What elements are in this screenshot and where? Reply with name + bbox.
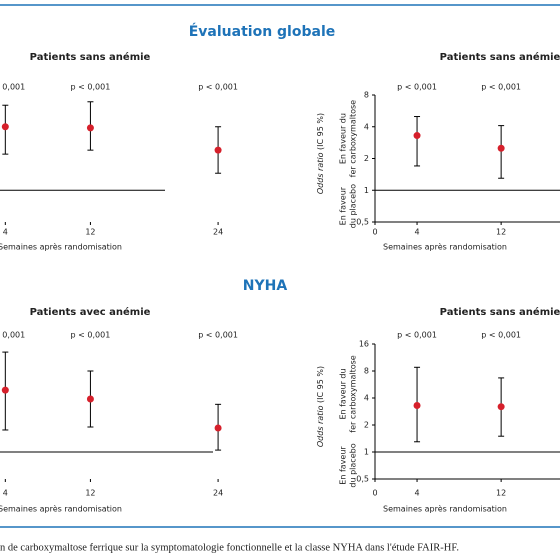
y-tick-label: 4 xyxy=(364,394,369,403)
y-tick-label: 2 xyxy=(364,421,369,430)
point xyxy=(86,395,94,403)
p-value-label: p < 0,001 xyxy=(481,83,521,92)
point xyxy=(214,146,222,154)
p-value-label: p < 0,001 xyxy=(397,83,437,92)
section-title: NYHA xyxy=(243,278,288,294)
point xyxy=(1,123,9,131)
x-axis-label: Semaines après randomisation xyxy=(383,504,507,514)
p-value-label: p < 0,001 xyxy=(397,331,437,340)
p-value-label: p < 0,001 xyxy=(71,331,111,340)
x-tick-label: 4 xyxy=(3,228,8,237)
x-tick-label: 12 xyxy=(85,228,95,237)
x-axis-label: Semaines après randomisation xyxy=(0,504,122,514)
p-value-label: p < 0,001 xyxy=(71,83,111,92)
y-axis-label-rest: (IC 95 %) xyxy=(316,113,325,153)
point xyxy=(86,124,94,132)
x-tick-label: 4 xyxy=(3,489,8,498)
x-tick-label: 12 xyxy=(496,228,506,237)
y-axis-label: Odds ratio (IC 95 %) xyxy=(316,113,325,194)
section-title: Évaluation globale xyxy=(189,23,336,40)
panel-title: Patients sans anémie xyxy=(30,51,151,63)
y-tick-label: 8 xyxy=(364,367,369,376)
point xyxy=(497,144,505,152)
y-axis-label: Odds ratio (IC 95 %) xyxy=(316,366,325,447)
y-tick-label: 1 xyxy=(364,186,369,195)
point xyxy=(214,424,222,432)
favor-label: En faveur du xyxy=(339,113,348,164)
caption: n de carboxymaltose ferrique sur la symp… xyxy=(0,542,459,553)
x-axis-label: Semaines après randomisation xyxy=(0,242,122,252)
panel-title: Patients avec anémie xyxy=(30,306,151,318)
point xyxy=(497,403,505,411)
y-axis-label-italic: Odds ratio xyxy=(316,152,325,194)
y-tick-label: 1 xyxy=(364,448,369,457)
y-tick-label: 2 xyxy=(364,154,369,163)
favor-label: fer carboxymaltose xyxy=(349,355,358,432)
point xyxy=(413,401,421,409)
y-axis-label-rest: (IC 95 %) xyxy=(316,366,325,406)
x-tick-label: 4 xyxy=(414,228,419,237)
p-value-label: p < 0,001 xyxy=(0,83,25,92)
x-axis-label: Semaines après randomisation xyxy=(383,242,507,252)
x-tick-label: 12 xyxy=(85,489,95,498)
x-tick-label: 12 xyxy=(496,489,506,498)
favor-label: En faveur xyxy=(339,446,348,485)
favor-label: fer carboxymaltose xyxy=(349,100,358,177)
x-tick-label: 0 xyxy=(372,489,377,498)
favor-label: du placebo xyxy=(349,443,358,487)
p-value-label: p < 0,001 xyxy=(481,331,521,340)
y-tick-label: 4 xyxy=(364,122,369,131)
favor-label: du placebo xyxy=(349,184,358,228)
panel-title: Patients sans anémie xyxy=(440,51,560,63)
favor-label: En faveur xyxy=(339,186,348,225)
x-tick-label: 24 xyxy=(213,228,223,237)
p-value-label: p < 0,001 xyxy=(198,83,238,92)
x-tick-label: 0 xyxy=(372,228,377,237)
p-value-label: p < 0,001 xyxy=(0,331,25,340)
panel-title: Patients sans anémie xyxy=(440,306,560,318)
y-tick-label: 16 xyxy=(359,340,369,349)
y-tick-label: 0,5 xyxy=(356,475,369,484)
point xyxy=(413,132,421,140)
y-tick-label: 0,5 xyxy=(356,218,369,227)
favor-label: En faveur du xyxy=(339,368,348,419)
y-axis-label-italic: Odds ratio xyxy=(316,405,325,447)
x-tick-label: 4 xyxy=(414,489,419,498)
p-value-label: p < 0,001 xyxy=(198,331,238,340)
y-tick-label: 8 xyxy=(364,91,369,100)
point xyxy=(1,386,9,394)
x-tick-label: 24 xyxy=(213,489,223,498)
